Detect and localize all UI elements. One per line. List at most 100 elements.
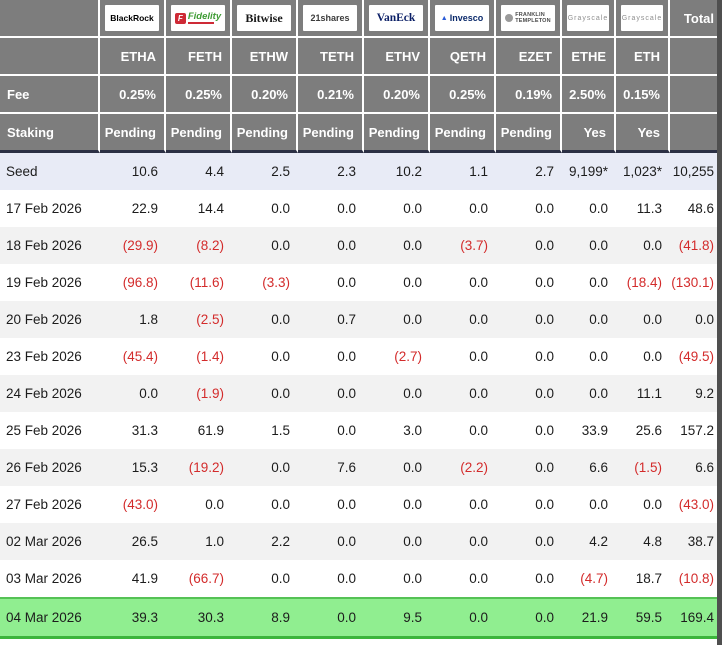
flow-value: 9.5 <box>364 597 430 639</box>
flow-value: (1.9) <box>166 375 232 412</box>
staking-cell: Pending <box>100 114 166 153</box>
row-label: 17 Feb 2026 <box>0 190 100 227</box>
fee-cell: 0.20% <box>232 76 298 114</box>
table-header: BlackRock F Fidelity Bitwise 21shares VanEck ▲… <box>0 0 722 153</box>
provider-header-cell: ▲ Invesco <box>430 0 496 38</box>
flow-value: 0.0 <box>616 486 670 523</box>
flow-value: 0.0 <box>232 560 298 597</box>
provider-logo-box: Grayscale <box>621 5 663 31</box>
provider-header-cell: Bitwise <box>232 0 298 38</box>
flow-row: 23 Feb 2026 (45.4) (1.4) 0.0 0.0 (2.7) 0.0 0.0 0… <box>0 338 722 375</box>
row-label: 26 Feb 2026 <box>0 449 100 486</box>
flow-row: 19 Feb 2026 (96.8) (11.6) (3.3) 0.0 0.0 0.0 0.0… <box>0 264 722 301</box>
flow-value: (45.4) <box>100 338 166 375</box>
flow-value: 0.0 <box>232 486 298 523</box>
flow-value: 0.0 <box>562 338 616 375</box>
staking-cell: Yes <box>562 114 616 153</box>
flow-value: 0.0 <box>298 338 364 375</box>
provider-header-cell: FRANKLIN TEMPLETON <box>496 0 562 38</box>
total-value: (10.8) <box>670 560 722 597</box>
fidelity-f-icon: F <box>174 12 186 24</box>
flow-value: 8.9 <box>232 597 298 639</box>
provider-logo-box: Grayscale <box>567 5 609 31</box>
provider-header-cell: 21shares <box>298 0 364 38</box>
ticker-cell: TETH <box>298 38 364 76</box>
flow-row: 27 Feb 2026 (43.0) 0.0 0.0 0.0 0.0 0.0 0.0 0.0 0.… <box>0 486 722 523</box>
staking-cell: Yes <box>616 114 670 153</box>
flow-value: 0.0 <box>298 264 364 301</box>
flow-row: 03 Mar 2026 41.9 (66.7) 0.0 0.0 0.0 0.0 0.0 (4.7… <box>0 560 722 597</box>
provider-logo-box: 21shares <box>303 5 357 31</box>
flow-value: 0.0 <box>430 412 496 449</box>
flow-value: 0.0 <box>496 301 562 338</box>
flow-value: 0.0 <box>298 523 364 560</box>
flow-value: 0.0 <box>496 523 562 560</box>
flow-value: 0.0 <box>364 560 430 597</box>
flow-value: 0.0 <box>496 227 562 264</box>
provider-logo-box: Bitwise <box>237 5 291 31</box>
flow-value: 0.0 <box>496 190 562 227</box>
total-value: (130.1) <box>670 264 722 301</box>
flow-value: (29.9) <box>100 227 166 264</box>
provider-header-cell: Grayscale <box>616 0 670 38</box>
flow-value: 0.0 <box>298 486 364 523</box>
franklin-head-icon <box>505 14 514 22</box>
total-value: 169.4 <box>670 597 722 639</box>
flow-value: 0.0 <box>496 597 562 639</box>
flow-value: (2.2) <box>430 449 496 486</box>
flow-row: 04 Mar 2026 39.3 30.3 8.9 0.0 9.5 0.0 0.0 21.9 59… <box>0 597 722 639</box>
franklin-templeton-logo: FRANKLIN TEMPLETON <box>505 12 551 25</box>
flow-value: 11.1 <box>616 375 670 412</box>
flow-value: 14.4 <box>166 190 232 227</box>
flow-value: 0.0 <box>496 560 562 597</box>
flow-value: 0.0 <box>430 190 496 227</box>
invesco-logo: ▲ Invesco <box>440 13 484 23</box>
flow-row: 20 Feb 2026 1.8 (2.5) 0.0 0.7 0.0 0.0 0.0 0.0 0.0… <box>0 301 722 338</box>
row-label: 25 Feb 2026 <box>0 412 100 449</box>
table-body: Seed 10.6 4.4 2.5 2.3 10.2 1.1 2.7 9,199* 1,023* 1… <box>0 153 722 639</box>
fee-cell: 0.20% <box>364 76 430 114</box>
flow-row: 17 Feb 2026 22.9 14.4 0.0 0.0 0.0 0.0 0.0 0.0 11.… <box>0 190 722 227</box>
total-value: 48.6 <box>670 190 722 227</box>
flow-value: 1,023* <box>616 153 670 190</box>
flow-value: 0.0 <box>562 486 616 523</box>
flow-value: 31.3 <box>100 412 166 449</box>
flow-value: 11.3 <box>616 190 670 227</box>
flow-value: 4.8 <box>616 523 670 560</box>
flow-value: (3.7) <box>430 227 496 264</box>
flow-value: 0.0 <box>430 264 496 301</box>
flow-row: Seed 10.6 4.4 2.5 2.3 10.2 1.1 2.7 9,199* 1,023* 1… <box>0 153 722 190</box>
flow-value: 0.0 <box>100 375 166 412</box>
fee-cell: 0.25% <box>166 76 232 114</box>
flow-value: 0.0 <box>430 597 496 639</box>
flow-value: 0.0 <box>364 190 430 227</box>
fee-cell: 0.25% <box>430 76 496 114</box>
flow-value: (1.5) <box>616 449 670 486</box>
flow-value: 0.0 <box>496 412 562 449</box>
fee-cell: 0.19% <box>496 76 562 114</box>
corner-cell <box>0 0 100 38</box>
ticker-cell: ETHA <box>100 38 166 76</box>
flow-value: 39.3 <box>100 597 166 639</box>
flow-value: (66.7) <box>166 560 232 597</box>
logo-row: BlackRock F Fidelity Bitwise 21shares VanEck ▲… <box>0 0 722 38</box>
flow-value: 9,199* <box>562 153 616 190</box>
flow-value: 30.3 <box>166 597 232 639</box>
flow-value: 0.0 <box>430 560 496 597</box>
staking-row-label: Staking <box>0 114 100 153</box>
provider-logo-box: BlackRock <box>105 5 159 31</box>
flow-value: 18.7 <box>616 560 670 597</box>
flow-value: 0.0 <box>298 560 364 597</box>
flow-value: 0.0 <box>298 227 364 264</box>
ticker-cell: ETHV <box>364 38 430 76</box>
flow-value: (1.4) <box>166 338 232 375</box>
flow-value: (19.2) <box>166 449 232 486</box>
fee-row: Fee 0.25% 0.25% 0.20% 0.21% 0.20% 0.25% 0.19% 2.… <box>0 76 722 114</box>
21shares-logo: 21shares <box>310 13 350 23</box>
row-label: 02 Mar 2026 <box>0 523 100 560</box>
flow-value: 4.4 <box>166 153 232 190</box>
grayscale-logo: Grayscale <box>621 14 663 22</box>
flow-value: (43.0) <box>100 486 166 523</box>
row-label: 18 Feb 2026 <box>0 227 100 264</box>
flow-value: 0.0 <box>232 375 298 412</box>
